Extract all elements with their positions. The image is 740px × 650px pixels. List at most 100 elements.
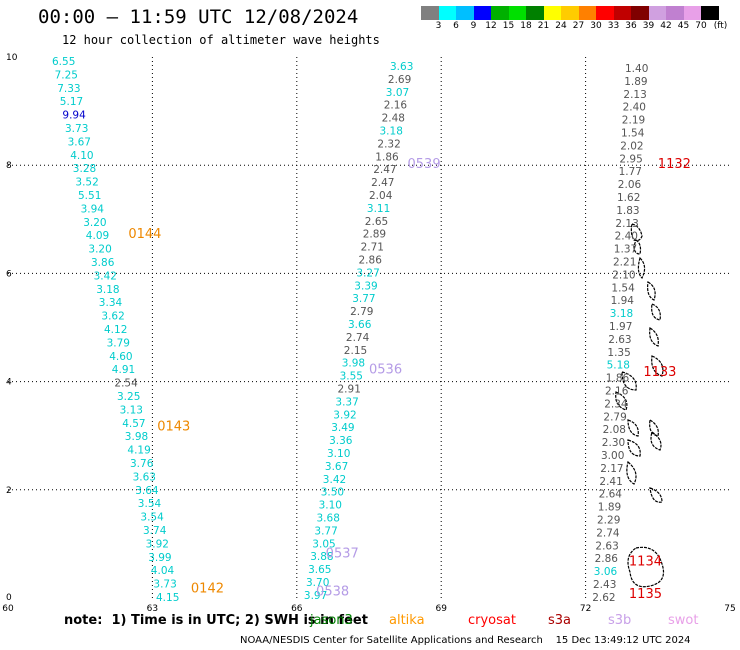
satellite-legend-swot: swot <box>668 613 699 628</box>
wave-height-label: 7.33 <box>57 83 80 95</box>
pass-time-label: 1134 <box>629 555 662 570</box>
wave-height-label: 2.08 <box>603 424 626 436</box>
wave-height-label: 3.66 <box>348 319 372 331</box>
wave-height-label: 1.37 <box>614 244 637 256</box>
satellite-legend-jason3: jason3 <box>310 613 353 628</box>
wave-height-label: 2.47 <box>373 164 396 176</box>
wave-height-label: 3.86 <box>91 257 115 269</box>
wave-height-label: 3.76 <box>130 458 154 470</box>
wave-height-label: 3.98 <box>342 358 365 370</box>
wave-height-label: 2.64 <box>599 489 623 501</box>
wave-height-label: 2.40 <box>623 102 646 114</box>
wave-height-label: 3.42 <box>94 270 117 282</box>
color-scale-label: 30 <box>590 21 602 31</box>
island-coastlines <box>615 223 665 588</box>
wave-height-label: 3.74 <box>143 525 167 537</box>
wave-height-label: 2.10 <box>612 269 635 281</box>
pass-time-label: 0537 <box>326 546 359 561</box>
y-tick-label: 6 <box>6 269 12 279</box>
wave-height-label: 3.20 <box>83 217 106 229</box>
x-tick-label: 66 <box>291 604 303 614</box>
wave-height-label: 3.05 <box>312 538 335 550</box>
wave-height-label: 3.54 <box>138 498 162 510</box>
wave-height-label: 3.18 <box>96 284 119 296</box>
wave-height-label: 3.52 <box>75 177 98 189</box>
x-tick-label: 69 <box>435 604 447 614</box>
color-scale-label: 6 <box>453 21 459 31</box>
color-swatch <box>596 6 614 20</box>
x-tick-label: 72 <box>580 604 591 614</box>
wave-height-label: 3.18 <box>380 126 403 138</box>
wave-height-label: 3.63 <box>390 61 413 73</box>
y-axis-ticks: 0 2 4 6 8 10 <box>6 53 18 603</box>
wave-height-label: 2.79 <box>603 411 626 423</box>
island-outline <box>647 281 656 301</box>
wave-height-label: 3.98 <box>125 431 148 443</box>
wave-height-label: 3.36 <box>329 435 353 447</box>
wave-height-label: 2.34 <box>604 398 628 410</box>
wave-height-label: 2.40 <box>615 231 638 243</box>
wave-height-label: 1.35 <box>607 347 630 359</box>
wave-height-label: 3.73 <box>153 579 176 591</box>
wave-height-label: 3.79 <box>107 337 130 349</box>
color-swatch <box>438 6 456 20</box>
wave-height-label: 4.10 <box>70 150 93 162</box>
wave-height-label: 4.19 <box>127 445 150 457</box>
wave-height-label: 2.15 <box>344 345 367 357</box>
wave-height-label: 3.18 <box>610 308 633 320</box>
wave-height-label: 3.07 <box>386 87 409 99</box>
island-outline <box>621 371 637 391</box>
wave-height-label: 2.95 <box>619 153 642 165</box>
wave-height-label: 2.86 <box>359 255 383 267</box>
wave-height-label: 1.40 <box>625 63 648 75</box>
wave-height-label: 3.20 <box>88 244 111 256</box>
wave-height-label: 3.92 <box>333 409 356 421</box>
wave-height-label: 2.71 <box>361 242 384 254</box>
plot-grid <box>8 57 730 598</box>
island-outline <box>626 460 637 485</box>
wave-height-label: 5.18 <box>607 360 630 372</box>
footer-credit: NOAA/NESDIS Center for Satellite Applica… <box>240 635 691 646</box>
wave-height-label: 4.15 <box>156 592 179 604</box>
color-scale-label: (ft) <box>713 21 728 31</box>
color-swatch <box>578 6 596 20</box>
color-scale-label: 15 <box>502 21 515 31</box>
color-scale-label: 18 <box>520 21 532 31</box>
color-swatch <box>421 6 439 20</box>
satellite-legend-s3a: s3a <box>548 613 572 628</box>
wave-height-label: 1.89 <box>624 76 647 88</box>
wave-height-label: 3.77 <box>352 293 375 305</box>
wave-height-label: 2.06 <box>618 179 642 191</box>
color-swatch <box>491 6 509 20</box>
island-outline <box>630 223 643 242</box>
wave-height-label: 4.04 <box>151 565 175 577</box>
wave-height-label: 1.83 <box>616 205 639 217</box>
satellite-legend-altika: altika <box>389 613 425 628</box>
color-swatch <box>613 6 631 20</box>
wave-height-label: 2.89 <box>363 229 386 241</box>
wave-height-label: 2.48 <box>382 113 405 125</box>
wave-height-label: 3.77 <box>314 525 337 537</box>
wave-height-label: 2.63 <box>595 540 618 552</box>
y-tick-label: 10 <box>6 53 18 63</box>
wave-height-labels: 6.557.257.335.179.943.733.674.103.283.52… <box>52 56 648 604</box>
wave-height-label: 2.13 <box>615 218 638 230</box>
color-swatch <box>526 6 544 20</box>
color-swatch <box>508 6 526 20</box>
wave-height-label: 3.67 <box>68 136 91 148</box>
island-outline <box>627 439 641 457</box>
wave-height-label: 6.55 <box>52 56 75 68</box>
wave-height-label: 4.60 <box>109 351 132 363</box>
x-tick-label: 63 <box>147 604 158 614</box>
satellite-legend-s3b: s3b <box>608 613 632 628</box>
wave-height-label: 5.51 <box>78 190 101 202</box>
wave-height-label: 2.13 <box>623 89 646 101</box>
wave-height-label: 2.02 <box>620 140 643 152</box>
island-outline <box>649 327 659 347</box>
wave-height-label: 3.25 <box>117 391 140 403</box>
color-scale-label: 12 <box>485 21 497 31</box>
note-text: note: 1) Time is in UTC; 2) SWH is in fe… <box>64 613 368 628</box>
wave-height-label: 2.62 <box>592 592 615 604</box>
wave-height-label: 7.25 <box>55 69 78 81</box>
color-scale-label: 36 <box>625 21 637 31</box>
